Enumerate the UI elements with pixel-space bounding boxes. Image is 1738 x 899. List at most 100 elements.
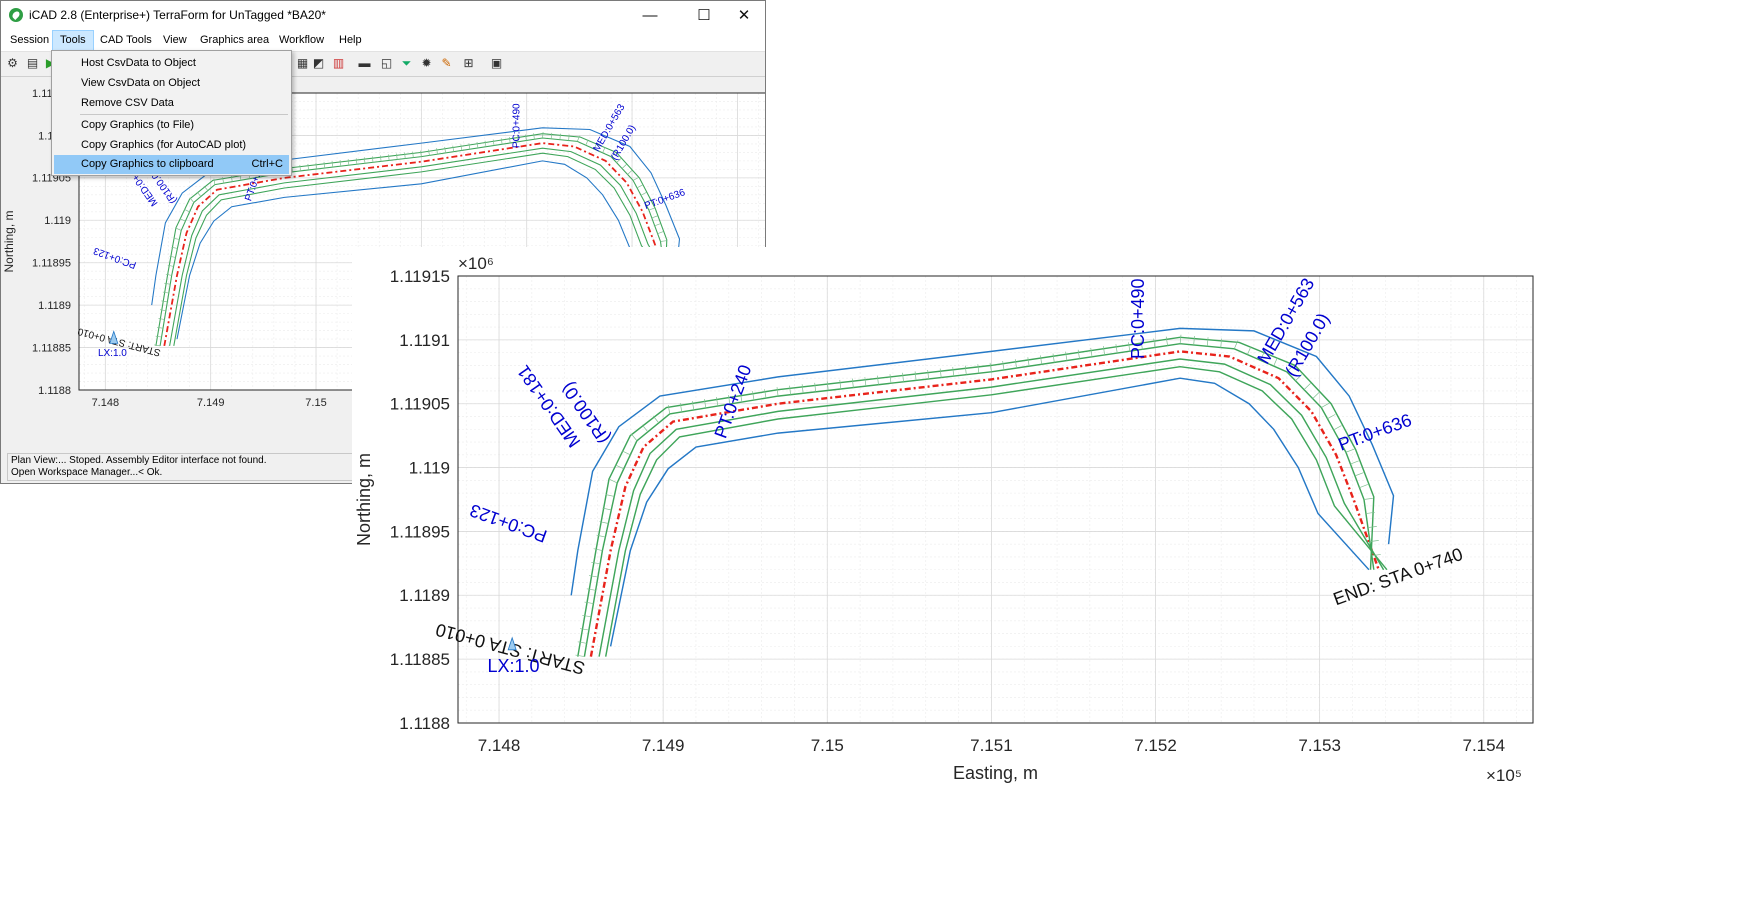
hatch-tick (644, 199, 651, 203)
hatch-tick (1247, 346, 1252, 355)
hatch-tick (621, 164, 627, 169)
maximize-button[interactable]: ☐ (697, 7, 711, 24)
menu-cad-tools[interactable]: CAD Tools (100, 34, 152, 46)
hatch-tick (977, 364, 980, 374)
chart-icon[interactable]: ▥ (332, 56, 345, 70)
annotation-label: LX:1.0 (98, 348, 127, 359)
hatch-tick (1102, 345, 1105, 355)
x-axis-exponent: ×10⁵ (1486, 766, 1522, 785)
alignment-line-4 (604, 365, 1388, 657)
hatch-tick (575, 654, 585, 657)
menu-bar: Session Tools CAD Tools View Graphics ar… (1, 30, 765, 52)
tool-icon[interactable]: ✎ (441, 56, 452, 70)
settings-icon[interactable]: ✹ (421, 56, 432, 70)
hatch-tick (728, 395, 731, 405)
hatch-tick (616, 158, 622, 163)
hatch-tick (476, 141, 479, 148)
hatch-tick (492, 139, 495, 146)
minimize-button[interactable]: — (642, 7, 658, 24)
hatch-tick (1027, 357, 1030, 367)
hatch-tick (1327, 414, 1336, 420)
hatch-tick (230, 175, 233, 182)
menu-view-csvdata[interactable]: View CsvData on Object (54, 74, 289, 93)
hatch-tick (902, 372, 904, 382)
hatch-tick (864, 377, 867, 387)
menu-tools[interactable]: Tools (52, 30, 94, 51)
hatch-tick (593, 143, 597, 150)
hatch-tick (1065, 351, 1068, 361)
hatch-tick (622, 450, 631, 456)
hatch-tick (1115, 344, 1118, 354)
hatch-tick (517, 135, 519, 142)
grid-icon[interactable]: ⊞ (463, 56, 474, 70)
x-axis-label: Easting, m (953, 763, 1038, 783)
hatch-tick (355, 158, 358, 165)
hatch-tick (989, 362, 992, 372)
alignment-line-2 (598, 358, 1385, 657)
x-tick-label: 7.152 (1134, 736, 1177, 755)
hatch-tick (203, 185, 209, 191)
hatch-tick (213, 178, 216, 185)
hatch-tick (1206, 337, 1209, 347)
menu-workflow[interactable]: Workflow (279, 34, 325, 46)
frame-icon[interactable]: ◱ (380, 56, 393, 70)
ruler-icon[interactable]: ▬ (358, 56, 371, 70)
x-tick-label: 7.154 (1462, 736, 1505, 755)
menu-copy-graphics-autocad[interactable]: Copy Graphics (for AutoCAD plot) (54, 136, 289, 155)
panel-icon[interactable]: ▣ (490, 56, 503, 70)
menu-graphics-area[interactable]: Graphics area (200, 34, 270, 46)
hatch-tick (660, 240, 667, 242)
route-icon[interactable]: ▦ (296, 56, 309, 70)
hatch-tick (1339, 436, 1348, 442)
hatch-tick (610, 152, 616, 157)
hatch-tick (577, 641, 587, 644)
menu-copy-graphics-file[interactable]: Copy Graphics (to File) (54, 116, 289, 135)
menu-help[interactable]: Help (339, 34, 362, 46)
y-tick-label: 1.1188 (38, 385, 71, 397)
funnel-icon[interactable]: ⏷ (401, 56, 412, 70)
hatch-tick (1179, 334, 1182, 344)
hatch-tick (1090, 347, 1093, 357)
hatch-tick (171, 246, 178, 249)
hatch-tick (596, 534, 606, 538)
hatch-tick (380, 155, 382, 162)
hatch-tick (752, 391, 755, 401)
menu-copy-graphics-clipboard[interactable]: Copy Graphics to clipboard Ctrl+C (54, 155, 289, 174)
hatch-tick (889, 374, 892, 384)
hatch-tick (1002, 360, 1005, 370)
menu-remove-csv[interactable]: Remove CSV Data (54, 94, 289, 113)
close-button[interactable]: ✕ (737, 7, 751, 24)
alignment-line-0 (163, 142, 671, 347)
x-tick-label: 7.153 (1298, 736, 1341, 755)
hatch-tick (363, 157, 366, 164)
hatch-tick (162, 291, 169, 294)
hatch-tick (436, 148, 438, 155)
hatch-tick (641, 424, 649, 433)
hatch-tick (307, 163, 309, 170)
hatch-tick (169, 255, 176, 258)
hatch-tick (615, 464, 624, 470)
hatch-tick (222, 177, 224, 184)
hatch-tick (155, 335, 162, 338)
hatch-tick (1363, 497, 1373, 500)
hatch-tick (579, 628, 589, 631)
hatch-tick (839, 379, 842, 389)
menu-view[interactable]: View (163, 34, 187, 46)
hatch-tick (1140, 340, 1143, 350)
menu-host-csvdata[interactable]: Host CsvData to Object (54, 54, 289, 73)
hatch-tick (599, 521, 609, 524)
x-tick-label: 7.149 (197, 397, 225, 409)
play-icon[interactable]: ▶ (43, 56, 58, 71)
menu-session[interactable]: Session (10, 34, 50, 46)
hatch-tick (691, 401, 695, 411)
hatch-tick (508, 136, 511, 144)
graph-icon[interactable]: ◩ (312, 56, 325, 70)
hatch-tick (1359, 484, 1368, 489)
document-icon[interactable]: ▤ (26, 56, 39, 70)
gear-icon[interactable]: ⚙ (7, 56, 18, 70)
hatch-tick (196, 191, 202, 197)
hatch-tick (648, 207, 655, 211)
big-plan-chart: 7.148 7.149 7.15 7.151 7.152 7.153 7.154 1.1188… (352, 247, 1546, 799)
alignment-line-1 (583, 342, 1375, 657)
hatch-tick (654, 223, 661, 227)
